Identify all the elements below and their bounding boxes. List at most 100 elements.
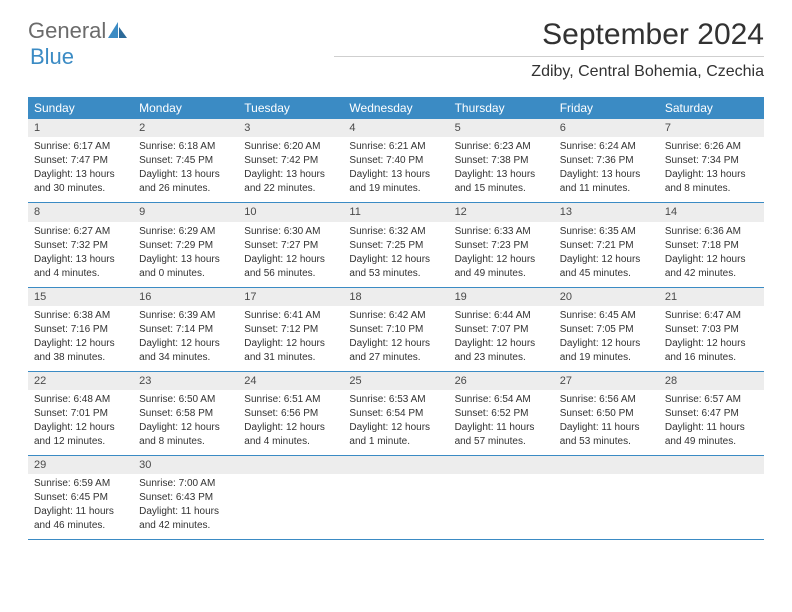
- day-cell: 2Sunrise: 6:18 AMSunset: 7:45 PMDaylight…: [133, 119, 238, 202]
- day-info-line: and 16 minutes.: [665, 351, 758, 364]
- day-info-line: Sunset: 7:25 PM: [349, 239, 442, 252]
- day-info-line: and 19 minutes.: [560, 351, 653, 364]
- day-cell: [659, 456, 764, 539]
- day-info-line: Sunset: 6:47 PM: [665, 407, 758, 420]
- day-info-line: and 42 minutes.: [139, 519, 232, 532]
- day-info-line: Sunrise: 6:27 AM: [34, 225, 127, 238]
- day-header: Wednesday: [343, 97, 448, 119]
- day-info-line: Sunset: 7:34 PM: [665, 154, 758, 167]
- day-info-line: and 31 minutes.: [244, 351, 337, 364]
- day-info: Sunrise: 6:44 AMSunset: 7:07 PMDaylight:…: [449, 309, 554, 364]
- day-info: Sunrise: 6:51 AMSunset: 6:56 PMDaylight:…: [238, 393, 343, 448]
- day-cell: 26Sunrise: 6:54 AMSunset: 6:52 PMDayligh…: [449, 372, 554, 455]
- day-info: Sunrise: 6:39 AMSunset: 7:14 PMDaylight:…: [133, 309, 238, 364]
- day-info-line: Sunrise: 6:20 AM: [244, 140, 337, 153]
- day-info-line: Daylight: 12 hours: [455, 337, 548, 350]
- day-header: Thursday: [449, 97, 554, 119]
- day-info: Sunrise: 6:42 AMSunset: 7:10 PMDaylight:…: [343, 309, 448, 364]
- day-info-line: Sunrise: 6:50 AM: [139, 393, 232, 406]
- day-info-line: Sunrise: 6:54 AM: [455, 393, 548, 406]
- week-row: 8Sunrise: 6:27 AMSunset: 7:32 PMDaylight…: [28, 203, 764, 287]
- day-info-line: Sunset: 7:03 PM: [665, 323, 758, 336]
- day-info-line: Sunset: 6:45 PM: [34, 491, 127, 504]
- day-info-line: Sunrise: 6:39 AM: [139, 309, 232, 322]
- day-info-line: Sunset: 6:56 PM: [244, 407, 337, 420]
- day-info-line: Sunrise: 6:21 AM: [349, 140, 442, 153]
- day-cell: 30Sunrise: 7:00 AMSunset: 6:43 PMDayligh…: [133, 456, 238, 539]
- day-info-line: Sunset: 7:42 PM: [244, 154, 337, 167]
- day-info-line: Daylight: 11 hours: [34, 505, 127, 518]
- day-info: Sunrise: 6:20 AMSunset: 7:42 PMDaylight:…: [238, 140, 343, 195]
- day-info-line: Daylight: 12 hours: [139, 421, 232, 434]
- day-info-line: Sunrise: 6:56 AM: [560, 393, 653, 406]
- day-cell: 4Sunrise: 6:21 AMSunset: 7:40 PMDaylight…: [343, 119, 448, 202]
- day-number: 19: [449, 288, 554, 306]
- day-info-line: and 45 minutes.: [560, 267, 653, 280]
- day-info-line: Sunrise: 6:42 AM: [349, 309, 442, 322]
- day-header: Friday: [554, 97, 659, 119]
- day-info-line: Sunrise: 6:17 AM: [34, 140, 127, 153]
- day-info-line: Sunset: 7:40 PM: [349, 154, 442, 167]
- day-info-line: Sunrise: 6:47 AM: [665, 309, 758, 322]
- day-info-line: Sunrise: 6:44 AM: [455, 309, 548, 322]
- day-info-line: and 26 minutes.: [139, 182, 232, 195]
- day-info-line: Sunset: 7:45 PM: [139, 154, 232, 167]
- day-info: Sunrise: 6:35 AMSunset: 7:21 PMDaylight:…: [554, 225, 659, 280]
- location: Zdiby, Central Bohemia, Czechia: [334, 63, 764, 81]
- day-info-line: and 53 minutes.: [560, 435, 653, 448]
- day-cell: 24Sunrise: 6:51 AMSunset: 6:56 PMDayligh…: [238, 372, 343, 455]
- day-info-line: Daylight: 11 hours: [139, 505, 232, 518]
- day-info-line: and 19 minutes.: [349, 182, 442, 195]
- day-info-line: Daylight: 12 hours: [244, 253, 337, 266]
- day-info-line: and 4 minutes.: [34, 267, 127, 280]
- day-cell: 23Sunrise: 6:50 AMSunset: 6:58 PMDayligh…: [133, 372, 238, 455]
- day-info-line: Sunset: 7:05 PM: [560, 323, 653, 336]
- day-info: Sunrise: 6:21 AMSunset: 7:40 PMDaylight:…: [343, 140, 448, 195]
- day-cell: 21Sunrise: 6:47 AMSunset: 7:03 PMDayligh…: [659, 288, 764, 371]
- month-title: September 2024: [334, 18, 764, 57]
- day-info-line: Sunrise: 6:32 AM: [349, 225, 442, 238]
- day-number: 17: [238, 288, 343, 306]
- day-number: 16: [133, 288, 238, 306]
- day-cell: 29Sunrise: 6:59 AMSunset: 6:45 PMDayligh…: [28, 456, 133, 539]
- day-number: 28: [659, 372, 764, 390]
- day-info-line: Sunrise: 7:00 AM: [139, 477, 232, 490]
- empty-day: [343, 456, 448, 474]
- day-info-line: Daylight: 13 hours: [244, 168, 337, 181]
- week-row: 1Sunrise: 6:17 AMSunset: 7:47 PMDaylight…: [28, 119, 764, 203]
- day-info: Sunrise: 6:17 AMSunset: 7:47 PMDaylight:…: [28, 140, 133, 195]
- day-number: 2: [133, 119, 238, 137]
- day-info-line: Sunrise: 6:29 AM: [139, 225, 232, 238]
- day-info-line: Sunrise: 6:36 AM: [665, 225, 758, 238]
- day-info-line: Daylight: 12 hours: [349, 421, 442, 434]
- day-headers-row: SundayMondayTuesdayWednesdayThursdayFrid…: [28, 97, 764, 119]
- day-info-line: Sunrise: 6:48 AM: [34, 393, 127, 406]
- day-info-line: and 56 minutes.: [244, 267, 337, 280]
- day-number: 25: [343, 372, 448, 390]
- day-info: Sunrise: 6:57 AMSunset: 6:47 PMDaylight:…: [659, 393, 764, 448]
- day-info-line: and 4 minutes.: [244, 435, 337, 448]
- day-info-line: and 53 minutes.: [349, 267, 442, 280]
- day-info-line: Sunset: 7:14 PM: [139, 323, 232, 336]
- day-info-line: Sunset: 6:43 PM: [139, 491, 232, 504]
- day-info: Sunrise: 6:41 AMSunset: 7:12 PMDaylight:…: [238, 309, 343, 364]
- calendar: SundayMondayTuesdayWednesdayThursdayFrid…: [0, 89, 792, 540]
- day-info-line: Sunset: 7:01 PM: [34, 407, 127, 420]
- day-info-line: Daylight: 12 hours: [665, 337, 758, 350]
- logo-word2: Blue: [30, 44, 74, 70]
- day-info-line: and 30 minutes.: [34, 182, 127, 195]
- day-info-line: and 11 minutes.: [560, 182, 653, 195]
- day-info-line: Daylight: 11 hours: [455, 421, 548, 434]
- empty-day: [449, 456, 554, 474]
- day-number: 18: [343, 288, 448, 306]
- day-info-line: Daylight: 11 hours: [665, 421, 758, 434]
- day-info-line: and 0 minutes.: [139, 267, 232, 280]
- day-info-line: Sunset: 7:18 PM: [665, 239, 758, 252]
- day-info-line: Sunrise: 6:38 AM: [34, 309, 127, 322]
- day-info-line: and 22 minutes.: [244, 182, 337, 195]
- day-cell: 19 Sunrise: 6:44 AMSunset: 7:07 PMDayligh…: [449, 288, 554, 371]
- empty-day: [659, 456, 764, 474]
- day-info-line: Daylight: 12 hours: [665, 253, 758, 266]
- day-info-line: Daylight: 12 hours: [34, 421, 127, 434]
- day-info: Sunrise: 6:32 AMSunset: 7:25 PMDaylight:…: [343, 225, 448, 280]
